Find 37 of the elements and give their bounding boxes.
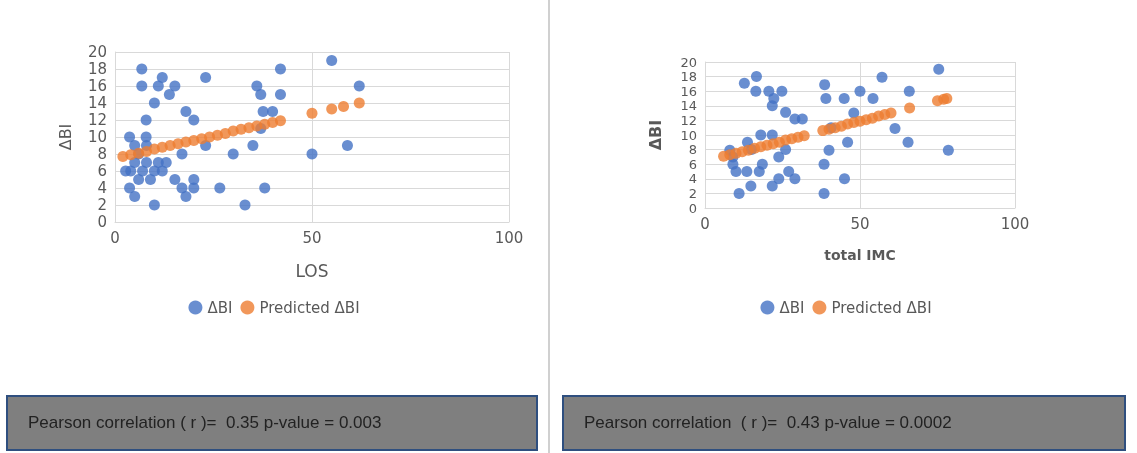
y-tick-label: 12 (87, 111, 107, 129)
x-tick-label: 50 (302, 228, 322, 247)
y-tick-label: 10 (680, 127, 697, 143)
legend-label: Predicted ΔBI (831, 298, 932, 317)
x-axis-title: LOS (295, 260, 329, 281)
y-tick-label: 6 (97, 162, 107, 180)
y-tick-label: 2 (688, 185, 697, 201)
x-tick-label: 100 (1000, 214, 1030, 233)
x-tick-label: 50 (850, 214, 870, 233)
y-axis-title: ΔBI (55, 123, 75, 151)
x-tick-label: 100 (494, 228, 524, 247)
y-tick-label: 2 (97, 196, 107, 214)
y-tick-label: 0 (688, 200, 697, 216)
y-tick-label: 20 (87, 43, 107, 61)
y-tick-label: 4 (688, 171, 697, 187)
y-tick-label: 10 (87, 128, 107, 146)
y-tick-label: 14 (680, 98, 697, 114)
y-tick-label: 4 (97, 179, 107, 197)
y-tick-label: 12 (680, 112, 697, 128)
legend-label: Predicted ΔBI (259, 298, 360, 317)
x-tick-label: 0 (110, 228, 120, 247)
y-tick-label: 6 (688, 156, 697, 172)
legend-label: ΔBI (779, 298, 805, 317)
text: Pearson correlation ( r )= 0.35 p-value = 0.003 (28, 413, 382, 433)
y-axis-title: ΔBI (645, 119, 665, 151)
x-tick-label: 0 (700, 214, 710, 233)
y-tick-label: 18 (680, 69, 697, 85)
y-tick-label: 16 (680, 83, 697, 99)
y-tick-label: 14 (87, 94, 107, 112)
y-tick-label: 8 (688, 142, 697, 158)
y-tick-label: 20 (680, 54, 697, 70)
x-axis-title: total IMC (824, 247, 896, 263)
y-tick-label: 16 (87, 77, 107, 95)
text: Pearson correlation ( r )= 0.43 p-value = 0.0002 (584, 413, 952, 433)
y-tick-label: 18 (87, 60, 107, 78)
y-tick-label: 8 (97, 145, 107, 163)
legend-label: ΔBI (207, 298, 233, 317)
